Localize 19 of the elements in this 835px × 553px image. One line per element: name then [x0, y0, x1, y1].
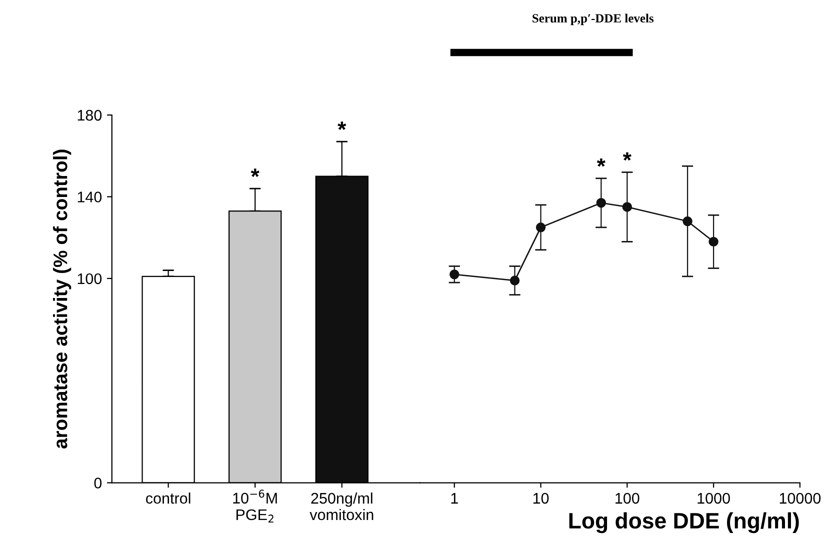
y-tick-label: 180: [78, 110, 102, 121]
y-tick-label: 100: [78, 273, 102, 284]
text: Serum p,p′-DDE levels: [532, 14, 654, 26]
x-tick-label: 1000: [698, 492, 730, 504]
x-tick-label: control: [146, 492, 190, 504]
x-axis-title: Log dose DDE (ng/ml): [569, 512, 799, 534]
x-tick-label: 10$^{−6}$M PGE$_{2}$: [233, 490, 277, 522]
x-tick-label: 10000: [780, 492, 821, 504]
y-axis-title: aromatase activity (% of control): [53, 150, 72, 449]
x-tick-label: 100: [616, 492, 640, 504]
y-tick-label: 0: [94, 478, 102, 488]
annotation: *: [622, 152, 632, 161]
annotation: *: [338, 122, 346, 130]
x-tick-label: 250ng/ml vomitoxin: [310, 492, 374, 520]
y-tick-label: 140: [78, 192, 102, 202]
annotation: *: [596, 158, 606, 167]
annotation: *: [250, 168, 260, 177]
x-tick-label: 1: [451, 493, 458, 504]
x-tick-label: 10: [533, 492, 549, 504]
